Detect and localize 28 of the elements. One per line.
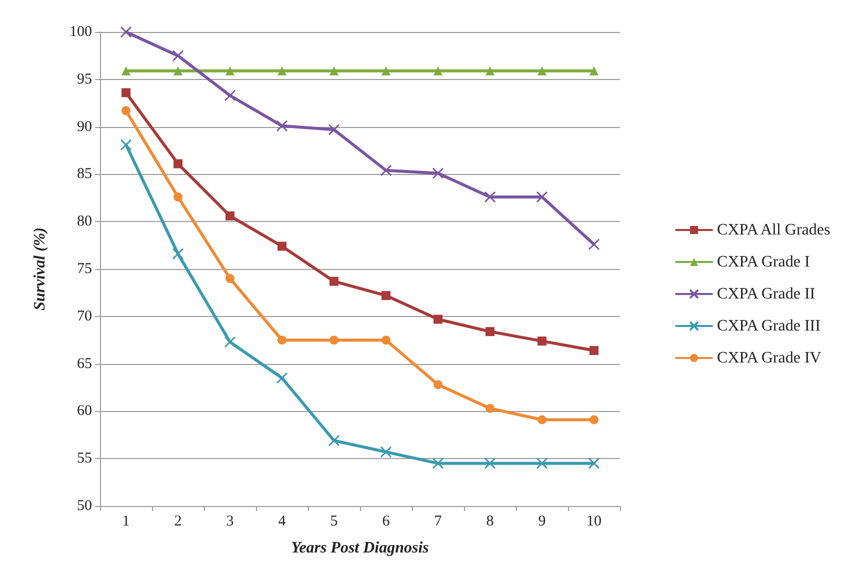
x-axis-title: Years Post Diagnosis [291, 540, 429, 556]
y-tick-label: 85 [77, 166, 92, 182]
y-tick-label: 60 [77, 403, 92, 420]
x-tick-label: 8 [486, 514, 494, 530]
legend-label: CXPA All Grades [717, 222, 830, 238]
x-tick-label: 3 [226, 514, 234, 530]
y-tick-label: 55 [77, 450, 92, 467]
x-tick-label: 5 [330, 514, 338, 530]
x-tick-label: 10 [586, 514, 602, 530]
x-tick-label: 7 [434, 514, 442, 530]
legend-label: CXPA Grade I [717, 254, 810, 270]
legend-label: CXPA Grade IV [717, 350, 822, 366]
y-axis-title: Survival (%) [32, 227, 48, 311]
y-tick-label: 95 [77, 71, 92, 88]
y-tick-label: 50 [77, 498, 92, 514]
y-tick-label: 70 [77, 308, 92, 324]
x-tick-label: 2 [174, 514, 182, 530]
legend-label: CXPA Grade III [717, 318, 820, 334]
x-tick-label: 4 [278, 514, 286, 530]
x-tick-label: 6 [382, 514, 390, 530]
y-tick-label: 75 [77, 261, 92, 277]
y-tick-label: 65 [77, 356, 92, 372]
y-tick-label: 90 [77, 118, 92, 135]
y-tick-label: 80 [77, 214, 92, 230]
x-tick-label: 1 [122, 514, 130, 530]
y-tick-label: 100 [70, 24, 92, 40]
x-tick-label: 9 [538, 514, 546, 530]
legend-label: CXPA Grade II [717, 286, 816, 302]
